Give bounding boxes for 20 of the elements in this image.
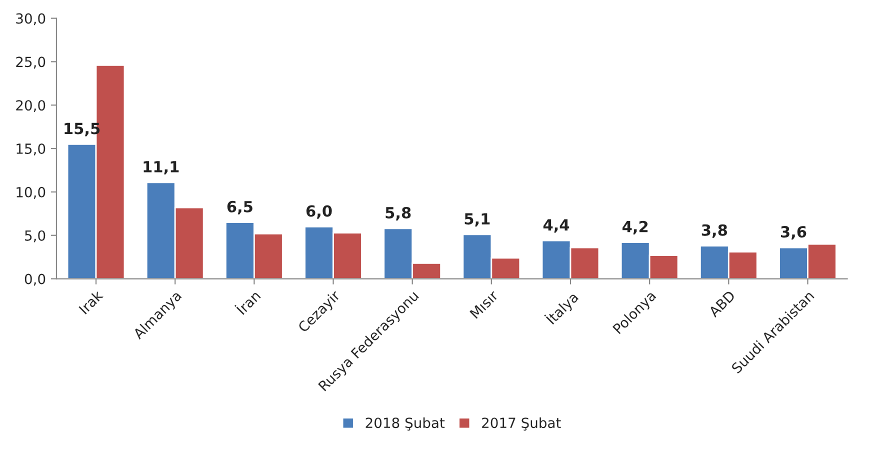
x-tick-label: Irak [78,289,104,314]
y-tick-label: 5,0 [25,230,46,242]
x-tick-label: İran [234,288,261,316]
data-label: 4,4 [543,219,570,233]
data-label: 11,1 [144,161,179,174]
y-tick-label: 0,0 [24,274,46,286]
y-tick-label: 25,0 [16,56,46,69]
data-label: 3,6 [780,226,806,240]
legend-label: 2017 Şubat [482,417,561,431]
y-tick-label: 15,0 [16,143,46,156]
data-label: 5,8 [386,206,411,220]
legend-label: 2018 Şubat [366,417,445,431]
y-tick-label: 30,0 [16,13,46,26]
data-label: 5,1 [464,213,490,227]
data-label: 3,8 [702,224,728,238]
y-tick-label: 20,0 [16,100,46,112]
data-label: 6,0 [306,205,332,219]
data-label: 4,2 [622,220,648,234]
y-tick-label: 10,0 [16,186,46,199]
data-label: 6,5 [227,200,252,214]
